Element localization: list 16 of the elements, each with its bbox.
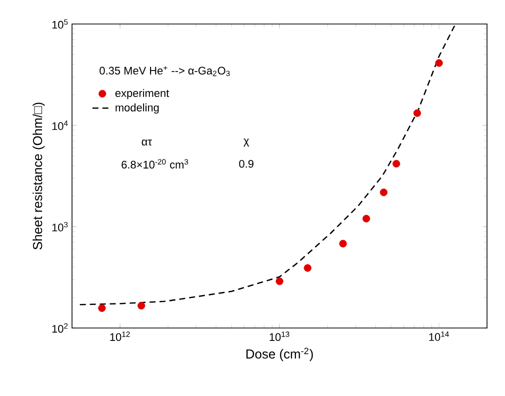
x-tick-label: 10$^{14}$ <box>429 332 449 341</box>
y-axis-title: Sheet resistance (Ohm/□) <box>32 102 45 250</box>
y-tick-label: 10$^{2}$ <box>52 323 68 333</box>
annotation: χ <box>244 138 250 147</box>
x-tick-label: 10$^{13}$ <box>270 332 290 341</box>
legend-label: modeling <box>116 103 159 114</box>
x-axis-title: Dose (cm$^{-2}$) <box>246 348 313 362</box>
y-tick-label: 10$^{3}$ <box>52 222 68 232</box>
x-tick-label: 10$^{12}$ <box>110 332 130 341</box>
annotation: 0.35 MeV He$^{+}$ --> α-Ga$_{2}$O$_{3}$ <box>100 66 230 76</box>
annotation: 6.8×10$^{-20}$ cm$^{3}$ <box>122 159 188 169</box>
y-tick-label: 10$^{4}$ <box>52 120 68 130</box>
legend-label: experiment <box>115 88 170 100</box>
y-tick-label: 10$^{5}$ <box>52 19 68 29</box>
annotation: 0.9 <box>239 160 254 168</box>
annotation: ατ <box>142 140 152 146</box>
